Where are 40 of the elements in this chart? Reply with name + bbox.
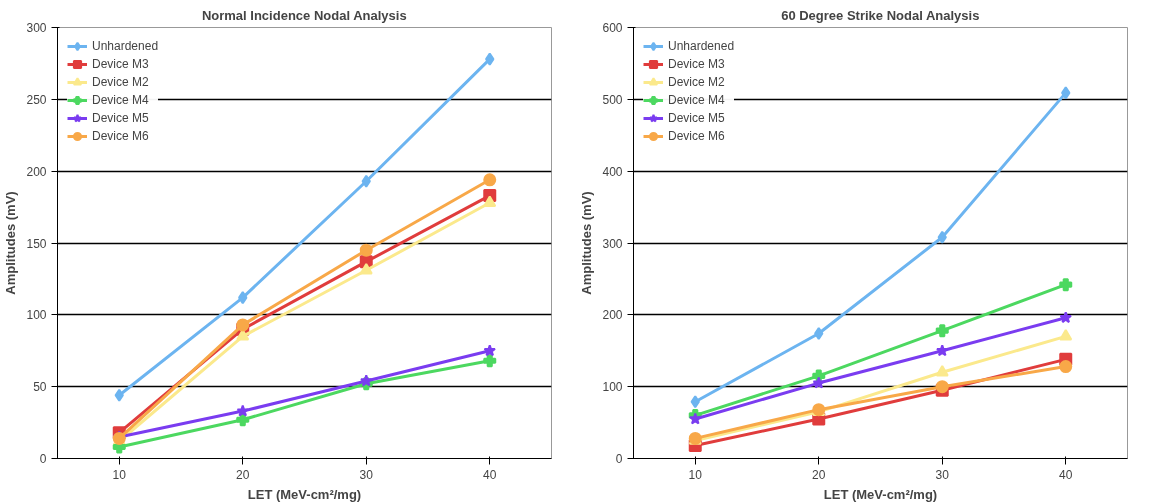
legend-label: Device M2 xyxy=(668,74,725,91)
legend-label: Unhardened xyxy=(92,38,159,55)
y-tick-label: 50 xyxy=(33,380,47,395)
chart-title: Normal Incidence Nodal Analysis xyxy=(201,7,407,23)
y-tick-label: 300 xyxy=(26,21,47,35)
x-tick-label: 30 xyxy=(935,467,950,482)
y-tick-label: 600 xyxy=(602,21,623,35)
legend-label: Device M4 xyxy=(92,92,149,109)
y-tick-label: 100 xyxy=(26,308,47,323)
y-tick-label: 250 xyxy=(26,92,47,107)
legend-label: Device M5 xyxy=(668,110,725,127)
y-tick-label: 200 xyxy=(26,164,47,179)
y-tick-label: 200 xyxy=(602,308,623,323)
x-tick-label: 10 xyxy=(112,467,127,482)
x-axis-title: LET (MeV-cm²/mg) xyxy=(823,486,938,502)
y-axis-title: Amplitudes (mV) xyxy=(579,191,595,295)
y-tick-label: 0 xyxy=(615,452,623,466)
x-tick-label: 40 xyxy=(1059,467,1073,482)
legend-label: Device M6 xyxy=(92,128,149,145)
y-tick-label: 0 xyxy=(39,452,47,466)
legend-label: Device M6 xyxy=(668,128,725,145)
y-axis-title: Amplitudes (mV) xyxy=(3,191,19,295)
legend-label: Device M2 xyxy=(92,74,149,91)
legend-label: Device M3 xyxy=(668,56,725,73)
x-axis-title: LET (MeV-cm²/mg) xyxy=(247,486,362,502)
x-tick-label: 30 xyxy=(359,467,374,482)
y-tick-label: 150 xyxy=(26,236,47,251)
x-tick-label: 10 xyxy=(688,467,703,482)
legend-label: Device M3 xyxy=(92,56,149,73)
y-tick-label: 500 xyxy=(602,92,623,107)
x-tick-label: 20 xyxy=(812,467,826,482)
y-tick-label: 400 xyxy=(602,164,623,179)
legend-label: Unhardened xyxy=(668,38,735,55)
y-tick-label: 100 xyxy=(602,380,623,395)
x-tick-label: 40 xyxy=(483,467,497,482)
chart-title: 60 Degree Strike Nodal Analysis xyxy=(781,7,980,23)
y-tick-label: 300 xyxy=(602,236,623,251)
legend-label: Device M5 xyxy=(92,110,149,127)
legend-label: Device M4 xyxy=(668,92,725,109)
x-tick-label: 20 xyxy=(236,467,250,482)
